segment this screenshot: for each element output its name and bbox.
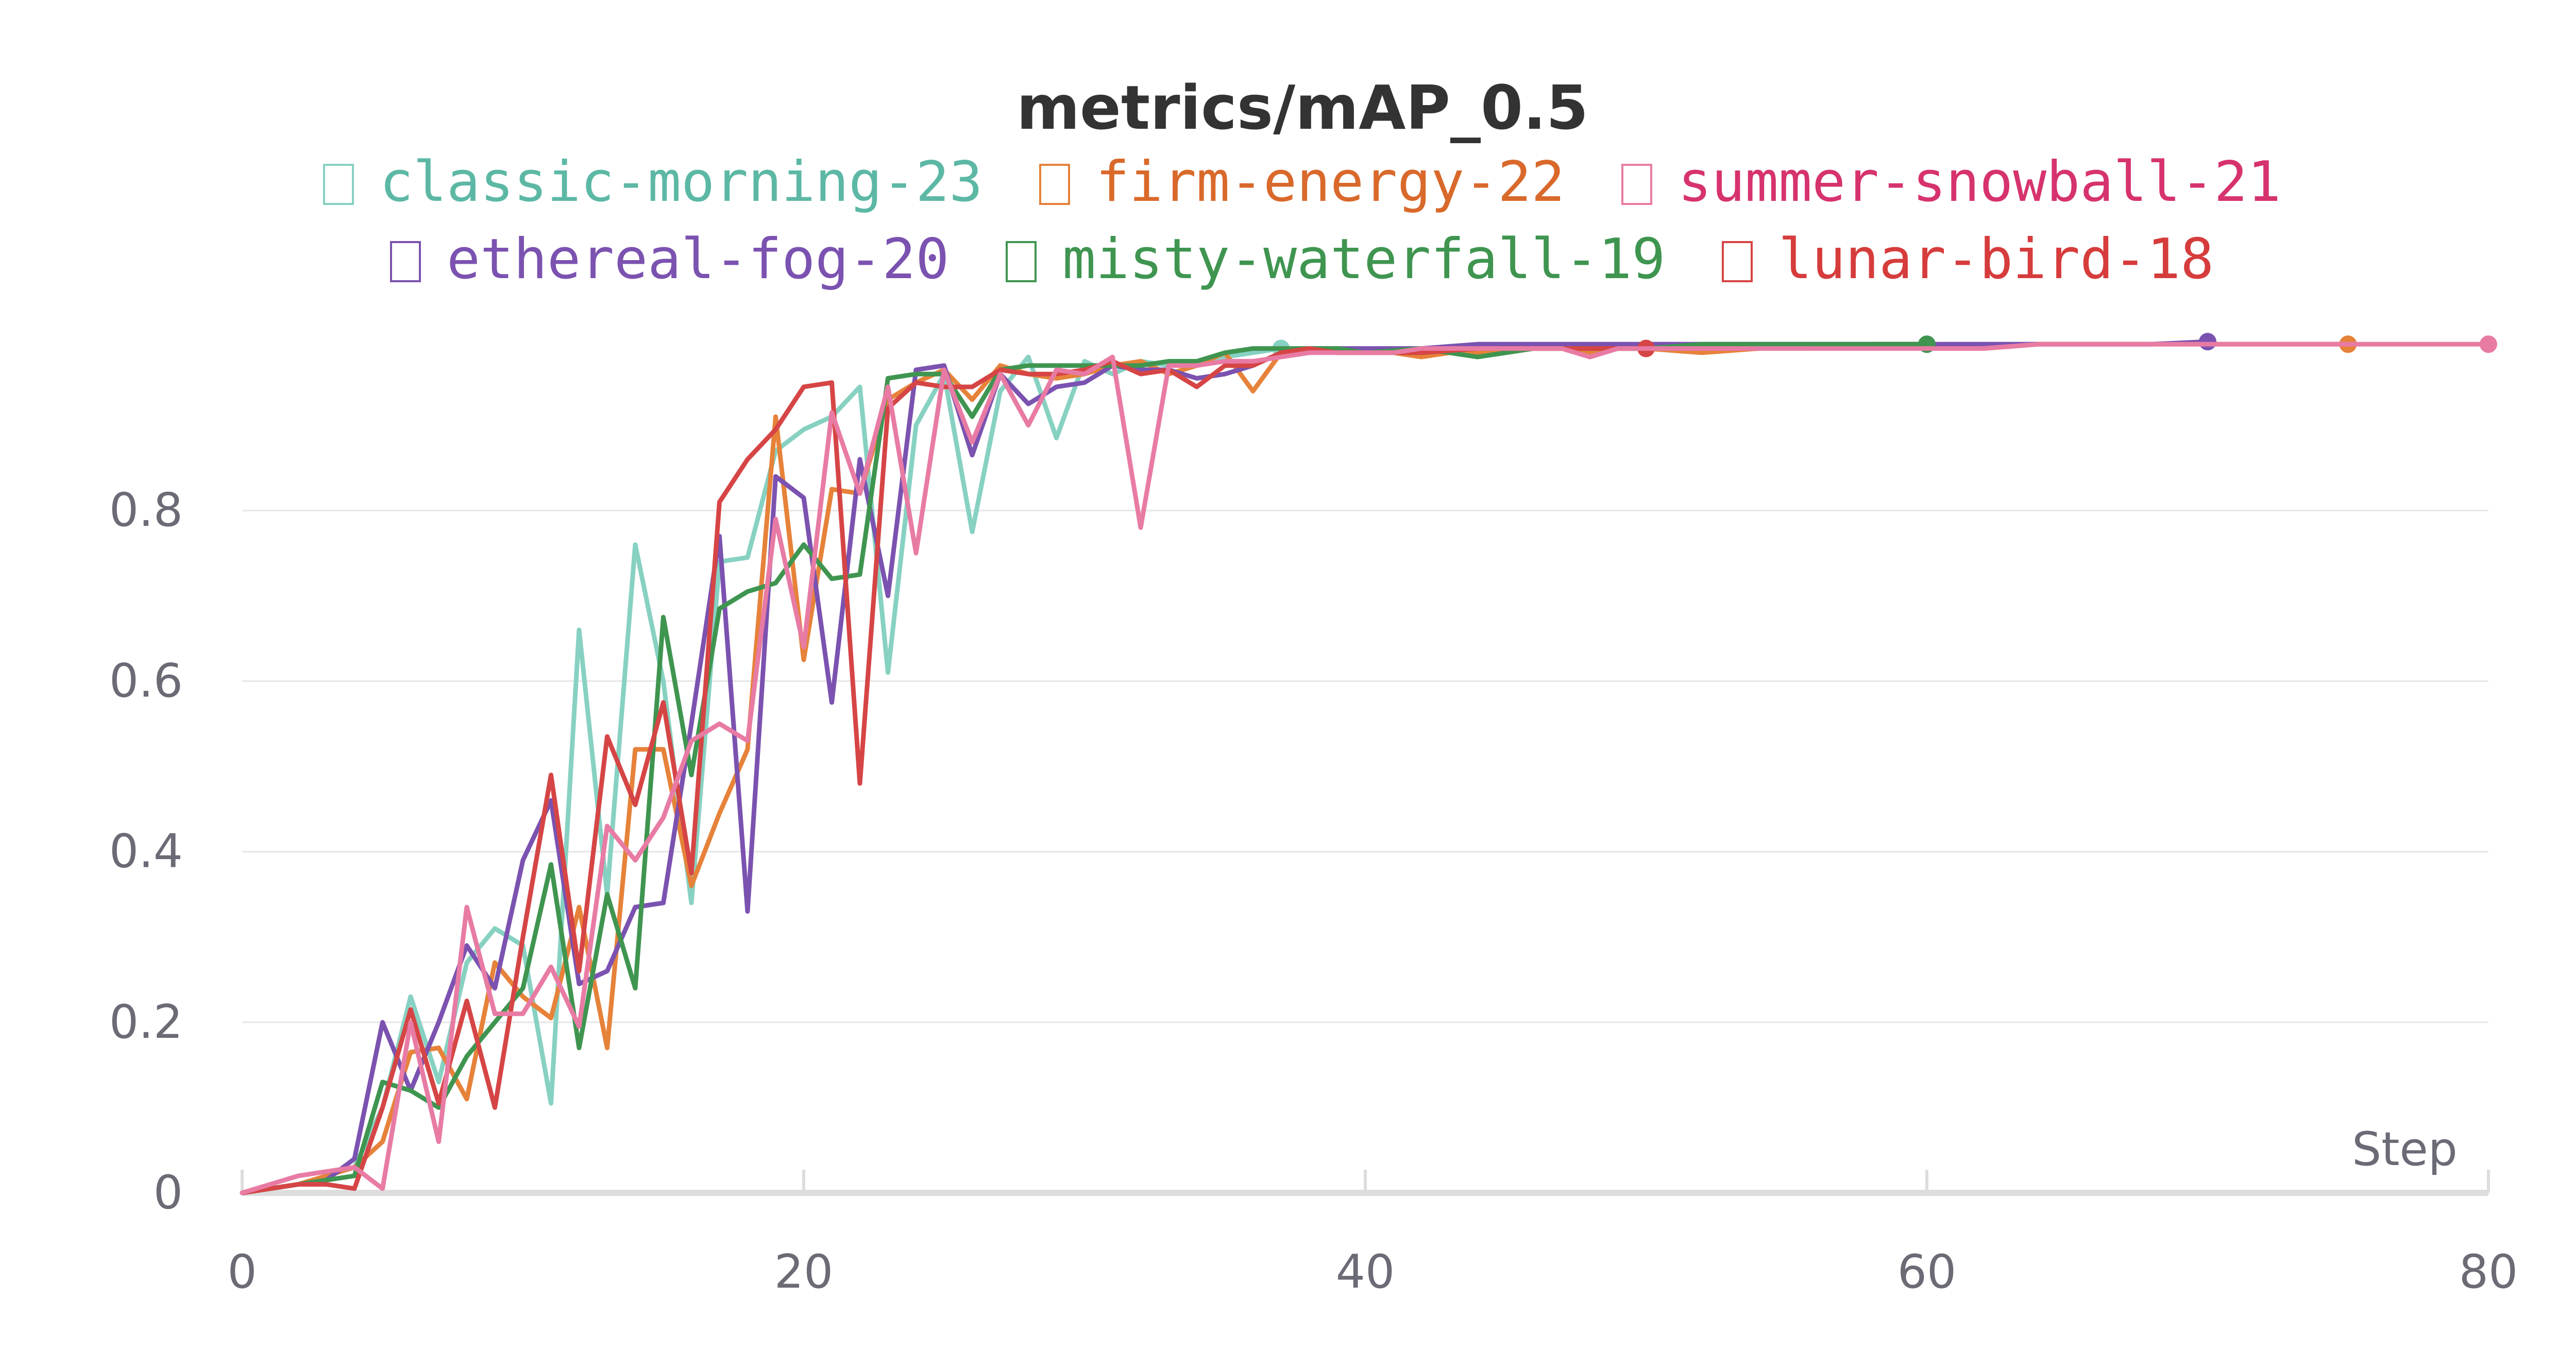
chart-title: metrics/mAP_0.5 xyxy=(1016,72,1588,143)
legend-item-summer-snowball-21[interactable]: summer-snowball-21 xyxy=(1621,150,2281,214)
legend-item-classic-morning-23[interactable]: classic-morning-23 xyxy=(323,150,982,214)
legend-swatch xyxy=(1006,241,1037,282)
legend-swatch xyxy=(1621,164,1652,205)
legend-label: summer-snowball-21 xyxy=(1678,150,2281,214)
y-tick-label: 0.6 xyxy=(109,654,183,708)
legend-label: lunar-bird-18 xyxy=(1778,227,2214,292)
legend-label: classic-morning-23 xyxy=(380,150,982,214)
series-end-marker-summer-snowball-21 xyxy=(2480,335,2497,353)
x-axis-title: Step xyxy=(2352,1122,2458,1176)
y-tick-label: 0.4 xyxy=(109,825,183,879)
series-end-marker-ethereal-fog-20 xyxy=(2199,333,2216,351)
legend: classic-morning-23 firm-energy-22 summer-s… xyxy=(323,150,2281,292)
legend-swatch xyxy=(323,164,354,205)
x-tick-label: 60 xyxy=(1897,1245,1957,1299)
legend-swatch xyxy=(390,241,421,282)
series-layer xyxy=(240,333,2497,1195)
series-line-firm-energy-22 xyxy=(240,341,2350,1195)
legend-label: firm-energy-22 xyxy=(1096,150,1565,214)
x-tick-label: 0 xyxy=(227,1245,257,1299)
series-line-misty-waterfall-19 xyxy=(240,341,1929,1195)
legend-item-ethereal-fog-20[interactable]: ethereal-fog-20 xyxy=(390,227,949,292)
series-line-ethereal-fog-20 xyxy=(240,339,2210,1195)
series-line-classic-morning-23 xyxy=(240,346,1283,1195)
legend-swatch xyxy=(1039,164,1070,205)
y-tick-label: 0 xyxy=(154,1166,183,1220)
x-tick-label: 40 xyxy=(1336,1245,1395,1299)
legend-item-firm-energy-22[interactable]: firm-energy-22 xyxy=(1039,150,1565,214)
x-tick-label: 20 xyxy=(774,1245,834,1299)
legend-swatch xyxy=(1722,241,1753,282)
y-ticks: 0 0.2 0.4 0.6 0.8 xyxy=(109,483,183,1220)
series-line-summer-snowball-21 xyxy=(240,341,2491,1195)
legend-label: misty-waterfall-19 xyxy=(1062,227,1665,292)
x-ticks: 0 20 40 60 80 xyxy=(227,1170,2518,1299)
legend-item-lunar-bird-18[interactable]: lunar-bird-18 xyxy=(1722,227,2214,292)
x-tick-label: 80 xyxy=(2459,1245,2518,1299)
legend-item-misty-waterfall-19[interactable]: misty-waterfall-19 xyxy=(1006,227,1665,292)
y-tick-label: 0.2 xyxy=(109,995,183,1049)
legend-label: ethereal-fog-20 xyxy=(447,227,949,292)
series-line-lunar-bird-18 xyxy=(240,346,1649,1195)
grid-lines xyxy=(242,509,2488,1023)
y-tick-label: 0.8 xyxy=(109,483,183,537)
